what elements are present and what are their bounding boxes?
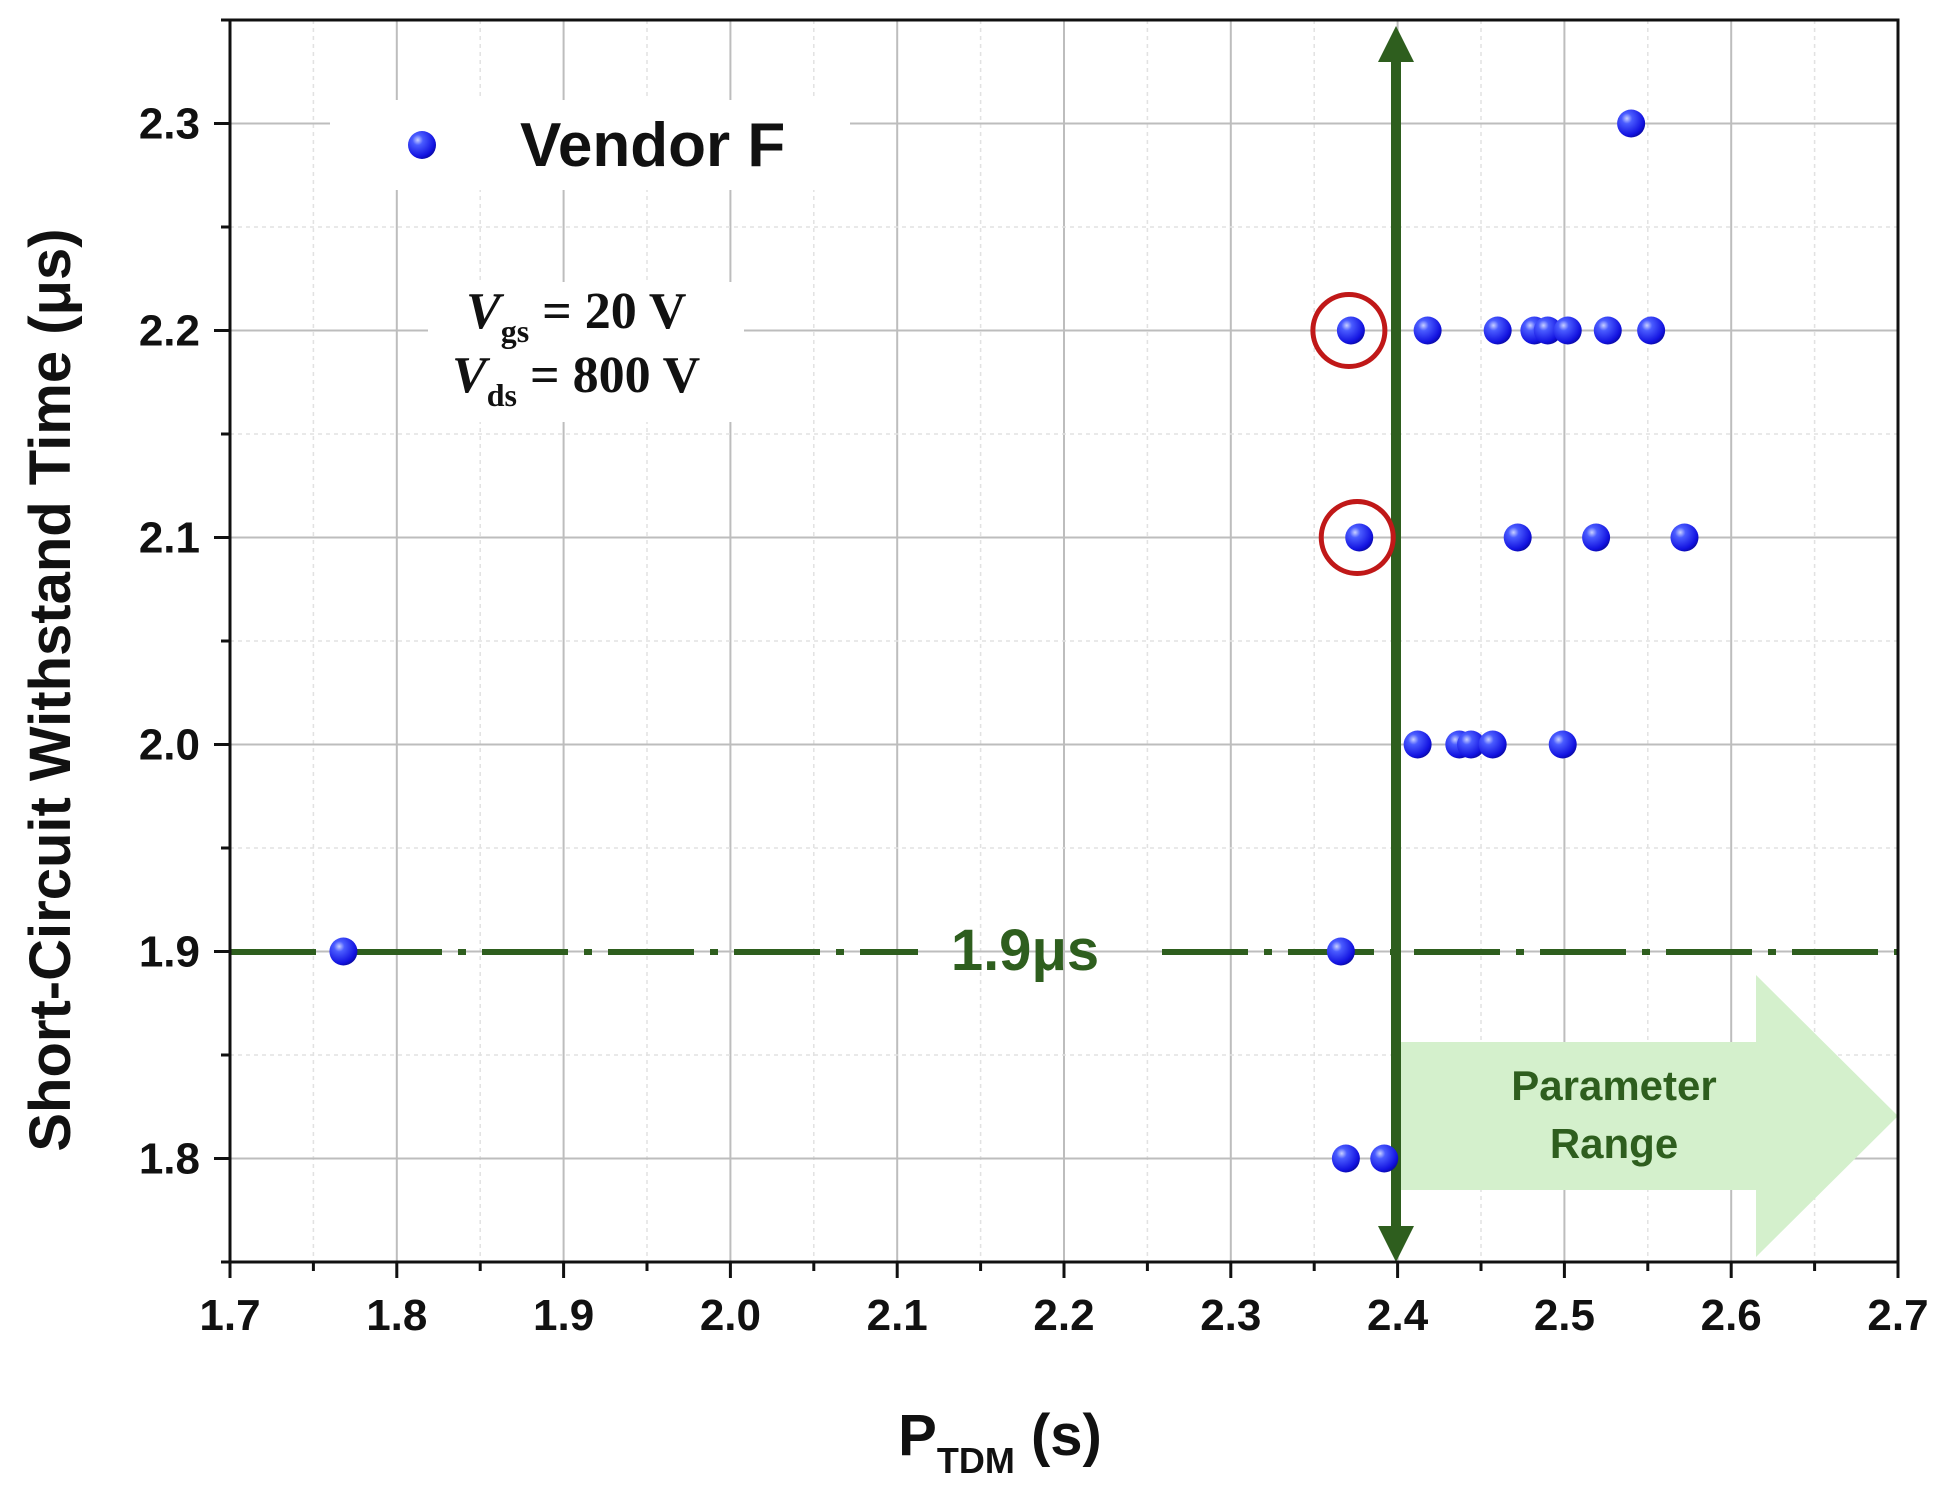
condition-vgs: Vgs = 20 V (466, 283, 686, 349)
vertical-boundary-arrow (1378, 26, 1414, 1262)
highlight-circle (1318, 499, 1396, 576)
data-point (1533, 316, 1562, 345)
data-point (1336, 316, 1365, 345)
legend: Vendor F (330, 100, 850, 190)
data-point (1478, 730, 1507, 759)
data-point (329, 937, 358, 966)
data-point (1456, 730, 1485, 759)
data-point (1637, 316, 1666, 345)
data-point (1483, 316, 1512, 345)
x-tick-label: 2.3 (1200, 1291, 1261, 1340)
data-point (1670, 523, 1699, 552)
x-tick-label: 1.8 (366, 1291, 427, 1340)
y-axis-title: Short-Circuit Withstand Time (μs) (18, 228, 83, 1151)
x-tick-label: 2.5 (1534, 1291, 1595, 1340)
highlight-circles (1310, 292, 1396, 576)
data-points (329, 109, 1699, 1173)
data-point (1326, 937, 1355, 966)
x-tick-labels: 1.7 1.8 1.9 2.0 2.1 2.2 2.3 2.4 2.5 2.6 2.7 (199, 1291, 1928, 1340)
x-tick-label: 2.1 (867, 1291, 928, 1340)
parameter-range-label-1: Parameter (1511, 1062, 1716, 1109)
threshold-line: 1.9μs (230, 918, 1898, 983)
data-point (1413, 316, 1442, 345)
y-tick-label: 2.0 (139, 721, 200, 770)
legend-label: Vendor F (520, 111, 785, 180)
y-tick-label: 1.8 (139, 1135, 200, 1184)
data-point (1593, 316, 1622, 345)
legend-marker (408, 131, 436, 159)
x-tick-label: 1.9 (533, 1291, 594, 1340)
x-axis-title: PTDM (s) (898, 1403, 1102, 1481)
data-point (1617, 109, 1646, 138)
y-tick-label: 2.1 (139, 514, 200, 563)
conditions-box: Vgs = 20 V Vds = 800 V (428, 282, 744, 422)
data-point (1345, 523, 1374, 552)
vertical-arrowhead-bottom (1378, 1226, 1414, 1262)
y-tick-label: 2.2 (139, 307, 200, 356)
axis-ticks (214, 18, 1900, 1278)
data-point (1582, 523, 1611, 552)
y-tick-label: 2.3 (139, 100, 200, 149)
x-tick-label: 1.7 (199, 1291, 260, 1340)
highlight-circle (1310, 292, 1388, 369)
data-point (1503, 523, 1532, 552)
parameter-range-shape (1400, 975, 1898, 1257)
data-point (1548, 730, 1577, 759)
x-tick-label: 2.0 (700, 1291, 761, 1340)
data-point (1370, 1144, 1399, 1173)
condition-vds: Vds = 800 V (452, 347, 700, 413)
threshold-label: 1.9μs (951, 918, 1099, 983)
x-tick-label: 2.6 (1701, 1291, 1762, 1340)
parameter-range-arrow: Parameter Range (1400, 975, 1898, 1257)
y-tick-labels: 1.8 1.9 2.0 2.1 2.2 2.3 (139, 100, 200, 1184)
x-tick-label: 2.4 (1367, 1291, 1429, 1340)
data-point (1553, 316, 1582, 345)
data-point (1331, 1144, 1360, 1173)
parameter-range-label-2: Range (1550, 1120, 1678, 1167)
data-point (1403, 730, 1432, 759)
vertical-arrowhead-top (1378, 26, 1414, 62)
x-tick-label: 2.2 (1033, 1291, 1094, 1340)
x-tick-label: 2.7 (1867, 1291, 1928, 1340)
y-tick-label: 1.9 (139, 928, 200, 977)
